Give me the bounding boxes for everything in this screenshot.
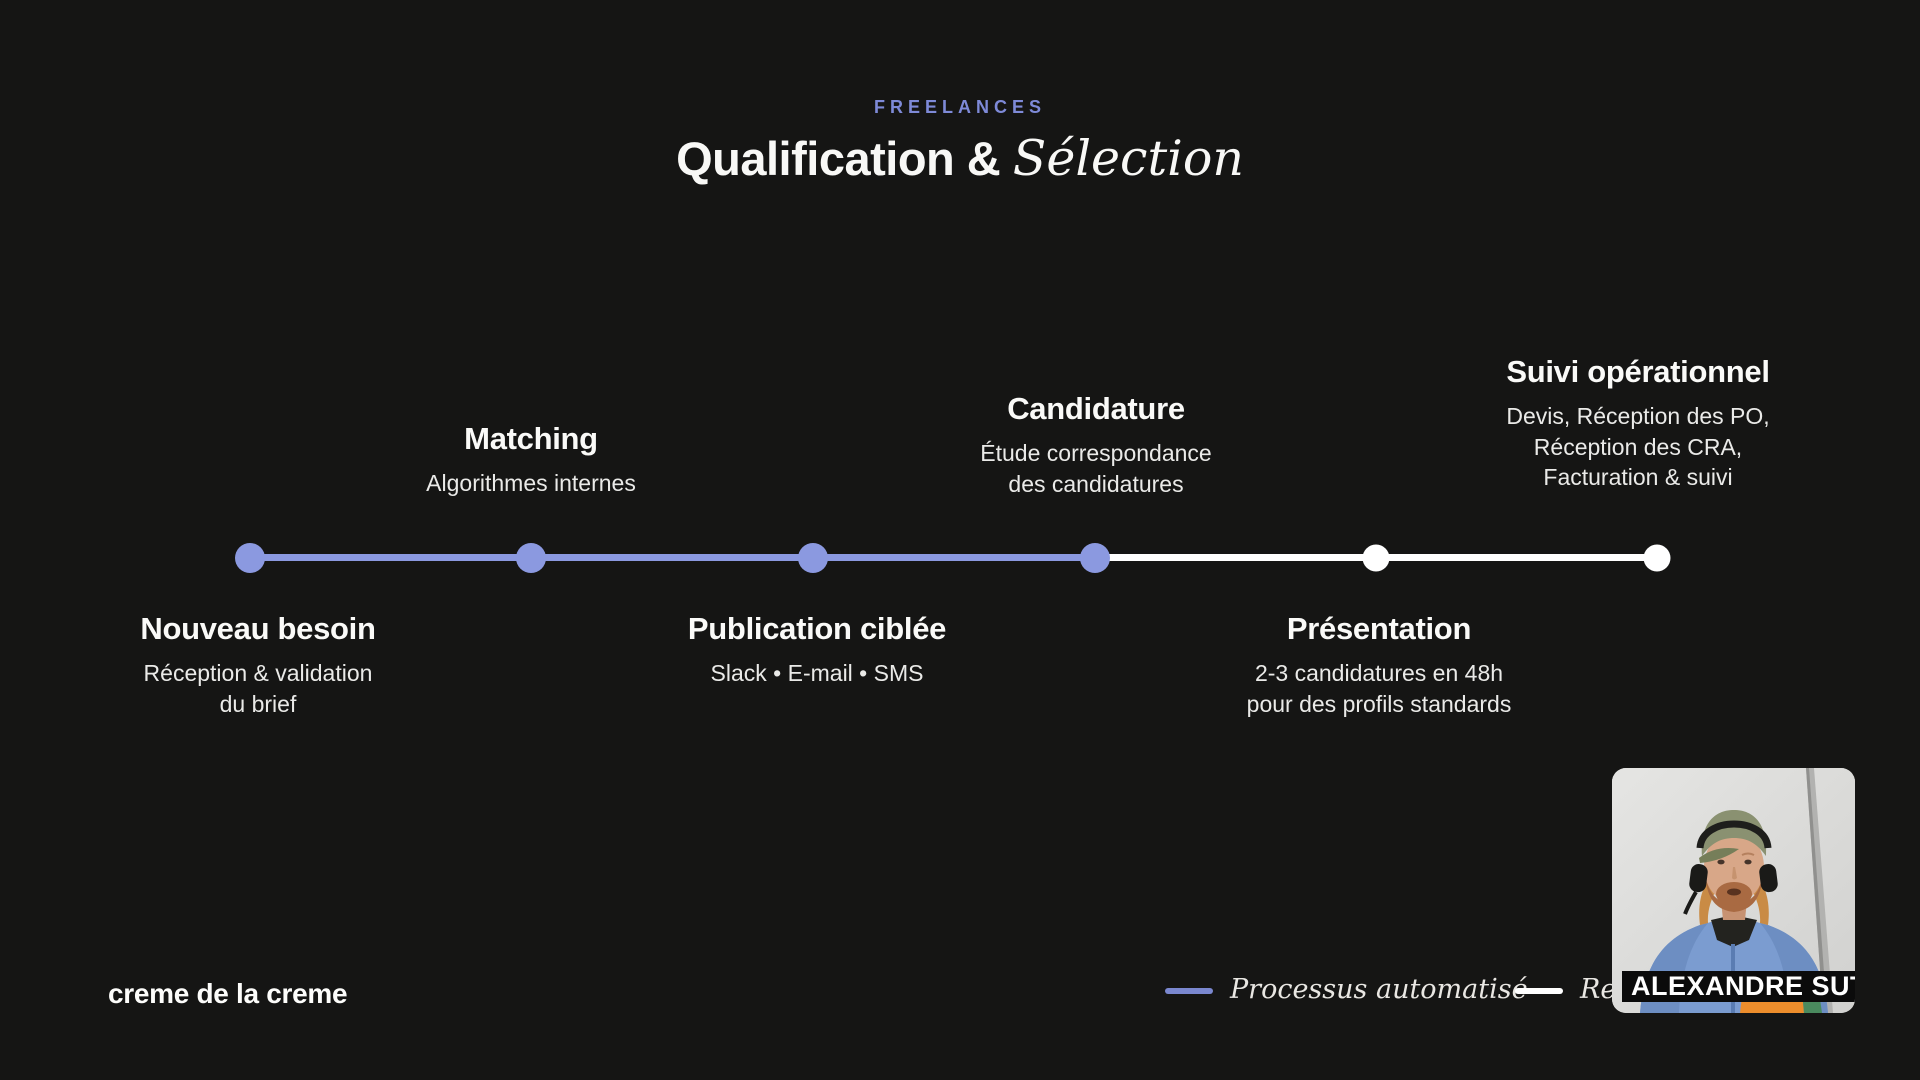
step-description: Devis, Réception des PO, Réception des C… — [1506, 403, 1770, 490]
timeline-dot — [235, 543, 265, 573]
step-title: Présentation — [1286, 611, 1472, 646]
timeline-step: Nouveau besoin Réception & validation du… — [140, 610, 376, 719]
timeline-step: Présentation 2-3 candidatures en 48h pou… — [1247, 610, 1512, 719]
headphones — [1696, 820, 1772, 849]
cap — [1701, 810, 1767, 856]
step-description: Réception & validation du brief — [143, 660, 373, 717]
timeline-step: Suivi opérationnel Devis, Réception des … — [1506, 353, 1770, 492]
slide-title-main: Qualification & — [676, 132, 1001, 185]
step-description: Slack • E-mail • SMS — [710, 660, 924, 687]
step-title: Publication ciblée — [687, 611, 947, 646]
legend-swatch-automated — [1165, 988, 1213, 994]
step-description: 2-3 candidatures en 48h pour des profils… — [1246, 660, 1512, 717]
slide-title: Qualification & Sélection — [0, 130, 1920, 187]
brand-logo: creme de la creme — [108, 978, 348, 1009]
timeline-dot — [1080, 543, 1110, 573]
slide-title-accent: Sélection — [1012, 130, 1244, 187]
timeline-dot — [1643, 544, 1671, 572]
timeline-track-automated — [250, 554, 1095, 561]
webcam-video: ALEXANDRE SUT — [1612, 768, 1855, 1013]
legend-swatch-manual — [1515, 988, 1563, 994]
tee-shirt — [1711, 915, 1757, 947]
step-description: Étude correspondance des candidatures — [980, 440, 1212, 497]
speaker-name-tag: ALEXANDRE SUT — [1622, 971, 1855, 1002]
timeline-dot — [516, 543, 546, 573]
step-title: Candidature — [1007, 391, 1185, 426]
timeline-step: Candidature Étude correspondance des can… — [980, 390, 1211, 499]
timeline-step: Matching Algorithmes internes — [426, 420, 636, 499]
step-title: Suivi opérationnel — [1506, 354, 1770, 389]
step-description: Algorithmes internes — [426, 470, 636, 497]
step-title: Matching — [464, 421, 598, 456]
timeline-step: Publication ciblée Slack • E-mail • SMS — [688, 610, 946, 689]
slide-eyebrow: FREELANCES — [873, 97, 1046, 117]
beard — [1705, 871, 1763, 912]
legend-label-automated: Processus automatisé — [1230, 974, 1528, 1005]
timeline-dot — [798, 543, 828, 573]
timeline-dot — [1362, 544, 1390, 572]
step-title: Nouveau besoin — [140, 611, 376, 646]
